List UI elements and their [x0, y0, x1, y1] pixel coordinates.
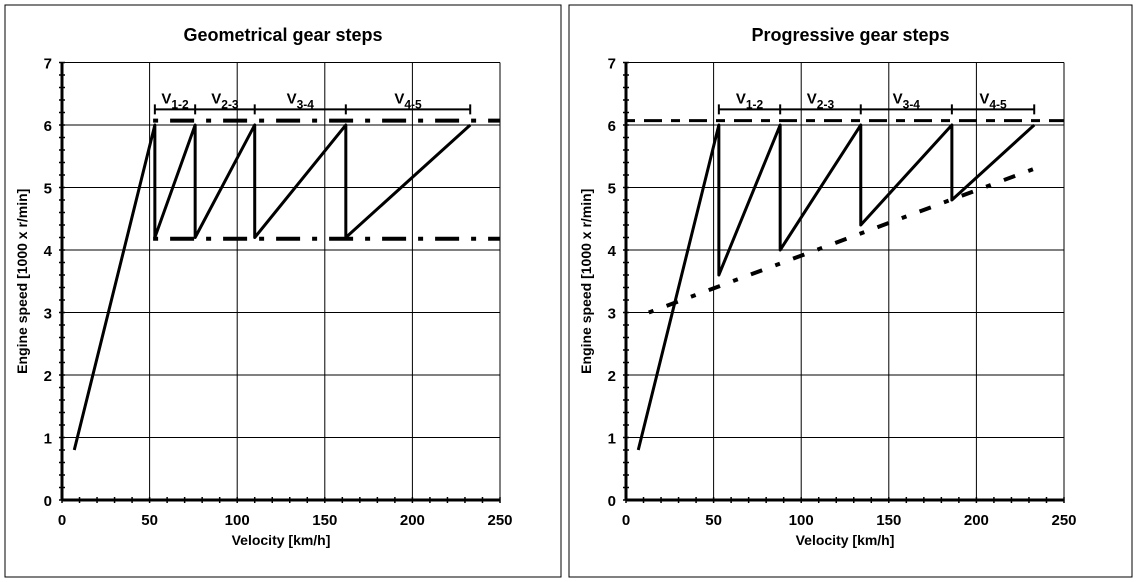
- y-tick-label: 0: [44, 493, 52, 510]
- x-tick-label: 200: [400, 512, 425, 529]
- label-subscript: 3-4: [903, 97, 921, 111]
- label-main: V: [893, 90, 903, 107]
- y-tick-label: 5: [44, 181, 52, 198]
- shift-speed-label: V4-5: [979, 90, 1007, 111]
- series-line-solid: [72, 123, 472, 451]
- panel-border: [568, 4, 1133, 578]
- shift-speed-label: V1-2: [161, 90, 189, 111]
- label-subscript: 4-5: [404, 97, 422, 111]
- x-axis-label: Velocity [km/h]: [796, 532, 895, 548]
- y-axis-label: Engine speed [1000 x r/min]: [578, 189, 594, 374]
- label-main: V: [979, 90, 989, 107]
- x-tick-label: 200: [964, 512, 989, 529]
- label-main: V: [161, 90, 171, 107]
- y-tick-label: 6: [608, 118, 616, 135]
- label-subscript: 4-5: [989, 97, 1007, 111]
- x-tick-label: 100: [225, 512, 250, 529]
- series-line-dash-dot: [648, 166, 1035, 315]
- y-tick-label: 4: [44, 243, 53, 260]
- x-tick-label: 50: [141, 512, 158, 529]
- chart-title: Geometrical gear steps: [183, 25, 382, 45]
- label-main: V: [394, 90, 404, 107]
- y-tick-label: 7: [608, 56, 616, 73]
- label-main: V: [287, 90, 297, 107]
- series-line-solid: [636, 123, 1036, 451]
- x-axis-label: Velocity [km/h]: [232, 532, 331, 548]
- y-tick-label: 3: [608, 306, 616, 323]
- x-tick-label: 100: [789, 512, 814, 529]
- panel-border: [4, 4, 562, 578]
- label-subscript: 1-2: [746, 97, 764, 111]
- x-tick-label: 250: [487, 512, 512, 529]
- label-main: V: [807, 90, 817, 107]
- chart-title: Progressive gear steps: [751, 25, 949, 45]
- shift-speed-label: V3-4: [893, 90, 921, 111]
- label-subscript: 2-3: [817, 97, 835, 111]
- shift-speed-label: V1-2: [736, 90, 764, 111]
- label-main: V: [736, 90, 746, 107]
- chart-panel-1: Geometrical gear steps 0 1 2 3 4 5 6 7 0 50 100 150 2…: [4, 4, 562, 578]
- shift-speed-label: V4-5: [394, 90, 422, 111]
- chart-panel-2: Progressive gear steps 0 1 2 3 4 5 6 7 0 50 100 150 2…: [568, 4, 1133, 578]
- x-tick-label: 150: [312, 512, 337, 529]
- shift-speed-label: V3-4: [287, 90, 315, 111]
- x-tick-label: 50: [705, 512, 722, 529]
- y-tick-label: 1: [44, 431, 52, 448]
- x-tick-label: 0: [622, 512, 630, 529]
- y-tick-label: 7: [44, 56, 52, 73]
- x-tick-label: 0: [58, 512, 66, 529]
- shift-speed-label: V2-3: [807, 90, 835, 111]
- y-tick-label: 6: [44, 118, 52, 135]
- y-tick-label: 1: [608, 431, 616, 448]
- y-tick-label: 0: [608, 493, 616, 510]
- y-tick-label: 2: [44, 368, 52, 385]
- label-main: V: [211, 90, 221, 107]
- x-tick-label: 150: [876, 512, 901, 529]
- y-tick-label: 4: [608, 243, 617, 260]
- y-tick-label: 5: [608, 181, 616, 198]
- label-subscript: 1-2: [171, 97, 189, 111]
- y-axis-label: Engine speed [1000 x r/min]: [14, 189, 30, 374]
- label-subscript: 2-3: [221, 97, 239, 111]
- y-tick-label: 2: [608, 368, 616, 385]
- label-subscript: 3-4: [297, 97, 315, 111]
- x-tick-label: 250: [1051, 512, 1076, 529]
- y-tick-label: 3: [44, 306, 52, 323]
- shift-speed-label: V2-3: [211, 90, 239, 111]
